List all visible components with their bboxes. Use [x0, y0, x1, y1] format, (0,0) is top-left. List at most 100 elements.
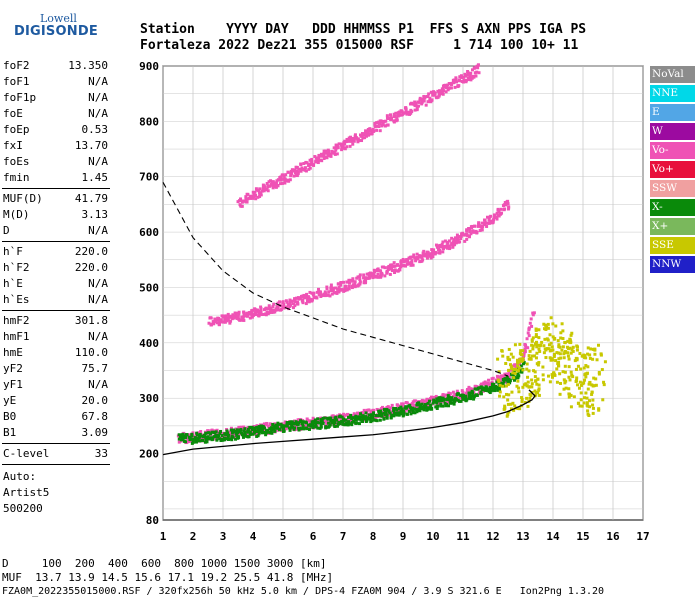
trace-point — [258, 427, 262, 431]
trace-point — [494, 384, 498, 388]
legend-item-vo: Vo+ — [650, 161, 695, 178]
trace-point — [403, 106, 407, 110]
trace-point — [571, 349, 575, 353]
trace-point — [257, 425, 261, 429]
trace-point — [462, 78, 466, 82]
trace-point — [256, 308, 260, 312]
trace-point — [254, 197, 258, 201]
trace-point — [497, 380, 501, 384]
trace-point — [236, 314, 240, 318]
trace-point — [358, 278, 362, 282]
param-value: 110.0 — [74, 346, 108, 359]
trace-point — [475, 385, 479, 389]
trace-point — [410, 402, 414, 406]
trace-point — [284, 427, 288, 431]
trace-point — [385, 270, 389, 274]
trace-point — [537, 347, 541, 351]
trace-point — [436, 399, 440, 403]
legend-item-e: E — [650, 104, 695, 121]
trace-point — [467, 77, 471, 81]
trace-point — [491, 376, 495, 380]
trace-point — [392, 112, 396, 116]
trace-point — [250, 195, 254, 199]
trace-point — [443, 401, 447, 405]
trace-point — [541, 373, 545, 377]
trace-point — [378, 418, 382, 422]
trace-point — [462, 75, 466, 79]
trace-point — [450, 398, 454, 402]
legend-item-sse: SSE — [650, 237, 695, 254]
trace-point — [313, 418, 317, 422]
trace-point — [537, 336, 541, 340]
trace-point — [366, 130, 370, 134]
y-tick-label: 200 — [139, 448, 159, 461]
trace-point — [181, 435, 185, 439]
trace-point — [488, 386, 492, 390]
trace-point — [450, 242, 454, 246]
trace-point — [327, 149, 331, 153]
trace-point — [348, 415, 352, 419]
param-key: yF1 — [3, 378, 23, 391]
trace-point — [418, 96, 422, 100]
trace-point — [195, 437, 199, 441]
trace-point — [250, 432, 254, 436]
trace-point — [537, 361, 541, 365]
trace-point — [269, 306, 273, 310]
trace-point — [276, 423, 280, 427]
trace-point — [537, 387, 541, 391]
trace-point — [564, 350, 568, 354]
trace-point — [342, 418, 346, 422]
trace-point — [472, 75, 476, 79]
trace-point — [201, 435, 205, 439]
trace-point — [292, 302, 296, 306]
trace-point — [588, 405, 592, 409]
trace-point — [585, 371, 589, 375]
trace-point — [558, 372, 562, 376]
trace-point — [238, 318, 242, 322]
trace-point — [373, 122, 377, 126]
trace-point — [467, 389, 471, 393]
trace-point — [339, 288, 343, 292]
trace-point — [453, 236, 457, 240]
trace-point — [405, 408, 409, 412]
trace-point — [414, 102, 418, 106]
trace-point — [509, 365, 513, 369]
trace-point — [297, 167, 301, 171]
trace-point — [495, 217, 499, 221]
trace-point — [402, 411, 406, 415]
param-key: B1 — [3, 426, 17, 439]
trace-point — [369, 409, 373, 413]
trace-point — [525, 362, 529, 366]
trace-point — [465, 237, 469, 241]
trace-point — [516, 364, 520, 368]
trace-point — [250, 315, 254, 319]
trace-point — [248, 425, 252, 429]
trace-point — [597, 370, 601, 374]
trace-point — [426, 401, 430, 405]
trace-point — [390, 263, 394, 267]
trace-point — [212, 322, 216, 326]
trace-point — [325, 422, 329, 426]
trace-point — [567, 375, 571, 379]
trace-point — [347, 420, 351, 424]
trace-point — [369, 129, 373, 133]
trace-point — [469, 232, 473, 236]
trace-point — [522, 360, 526, 364]
param-row-hf2: h`F2 220.0 — [0, 260, 112, 276]
trace-point — [574, 367, 578, 371]
trace-point — [363, 132, 367, 136]
trace-point — [405, 262, 409, 266]
trace-point — [492, 218, 496, 222]
trace-point — [390, 413, 394, 417]
trace-point — [447, 244, 451, 248]
trace-point — [290, 168, 294, 172]
param-value: N/A — [88, 293, 108, 306]
trace-point — [371, 127, 375, 131]
trace-point — [343, 142, 347, 146]
trace-point — [381, 123, 385, 127]
param-value: 13.350 — [68, 59, 108, 72]
trace-point — [473, 387, 477, 391]
trace-point — [379, 274, 383, 278]
trace-point — [209, 322, 213, 326]
x-tick-label: 12 — [486, 530, 499, 543]
